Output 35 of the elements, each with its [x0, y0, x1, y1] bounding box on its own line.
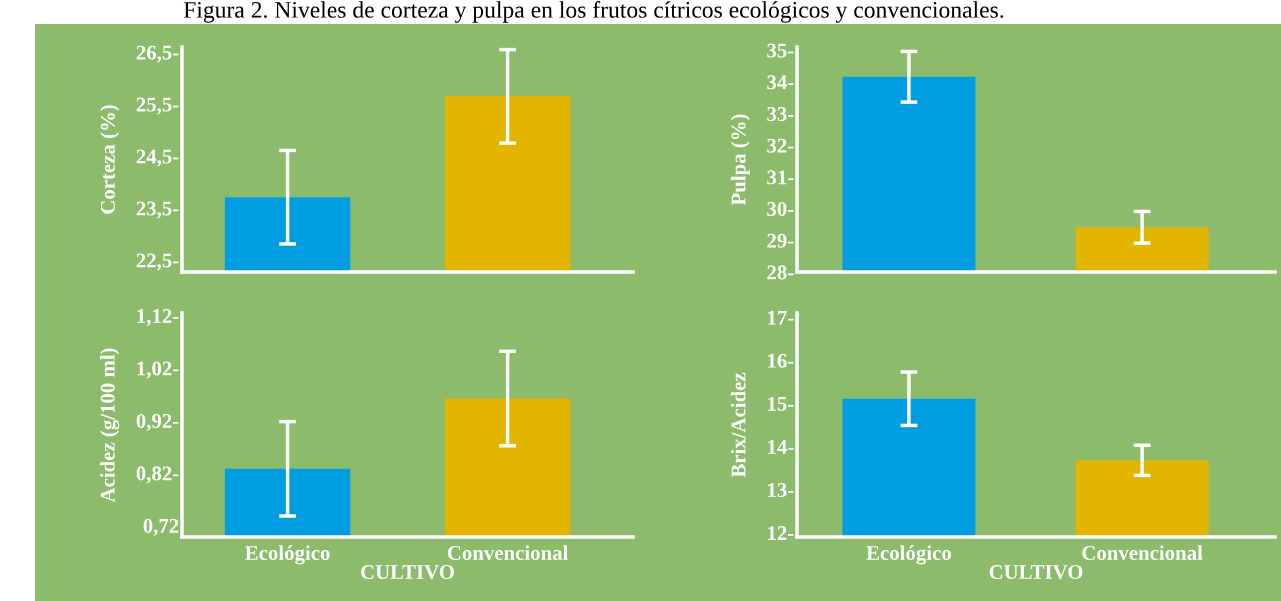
y-tick-label: 35-: [767, 43, 794, 58]
y-tick-label: 25,5-: [136, 97, 179, 115]
y-tick-label: 32-: [767, 138, 794, 153]
y-tick-label: 0,92-: [136, 413, 179, 431]
y-tick-label: 22,5-: [136, 253, 179, 271]
y-tick-label: 29-: [767, 233, 794, 248]
x-axis-title: CULTIVO: [361, 565, 454, 580]
x-tick-label: Convencional: [1082, 545, 1203, 560]
y-tick-label: 24,5-: [136, 149, 179, 167]
y-axis-title: Acidez (g/100 ml): [100, 348, 120, 503]
y-tick-label: 16-: [768, 353, 794, 368]
y-tick-label: 31-: [767, 170, 794, 185]
y-tick-label: 23,5-: [136, 201, 179, 219]
y-tick-label: 33-: [767, 106, 794, 121]
y-tick-label: 14-: [768, 440, 794, 454]
y-tick-label: 26,5-: [136, 45, 179, 63]
y-tick-label: 30-: [767, 201, 794, 217]
x-tick-label: Ecológico: [866, 545, 951, 565]
y-tick-label: 13-: [768, 483, 794, 498]
y-axis-title: Corteza (%): [100, 105, 120, 214]
y-tick-label: 34-: [767, 75, 794, 90]
x-axis-title: CULTIVO: [989, 565, 1083, 580]
x-tick-label: Convencional: [447, 545, 569, 560]
y-tick-label: 15-: [768, 396, 794, 411]
y-tick-label: 17-: [768, 310, 794, 325]
y-axis-title: Brix/Acidez: [730, 372, 746, 478]
y-tick-label: 28-: [767, 265, 794, 280]
y-tick-label: 0,82-: [136, 466, 179, 484]
y-tick-label: 1,12-: [137, 309, 179, 327]
y-axis-title: Pulpa (%): [730, 114, 750, 206]
chart-title: Figura 2. Niveles de corteza y pulpa en los frutos cítricos ecológicos y convencionales.: [183, 1, 1004, 23]
y-tick-label: 0,72: [143, 518, 179, 536]
x-tick-label: Ecológico: [245, 545, 330, 565]
y-tick-label: 1,02-: [137, 361, 179, 379]
y-tick-label: 12-: [768, 526, 794, 540]
